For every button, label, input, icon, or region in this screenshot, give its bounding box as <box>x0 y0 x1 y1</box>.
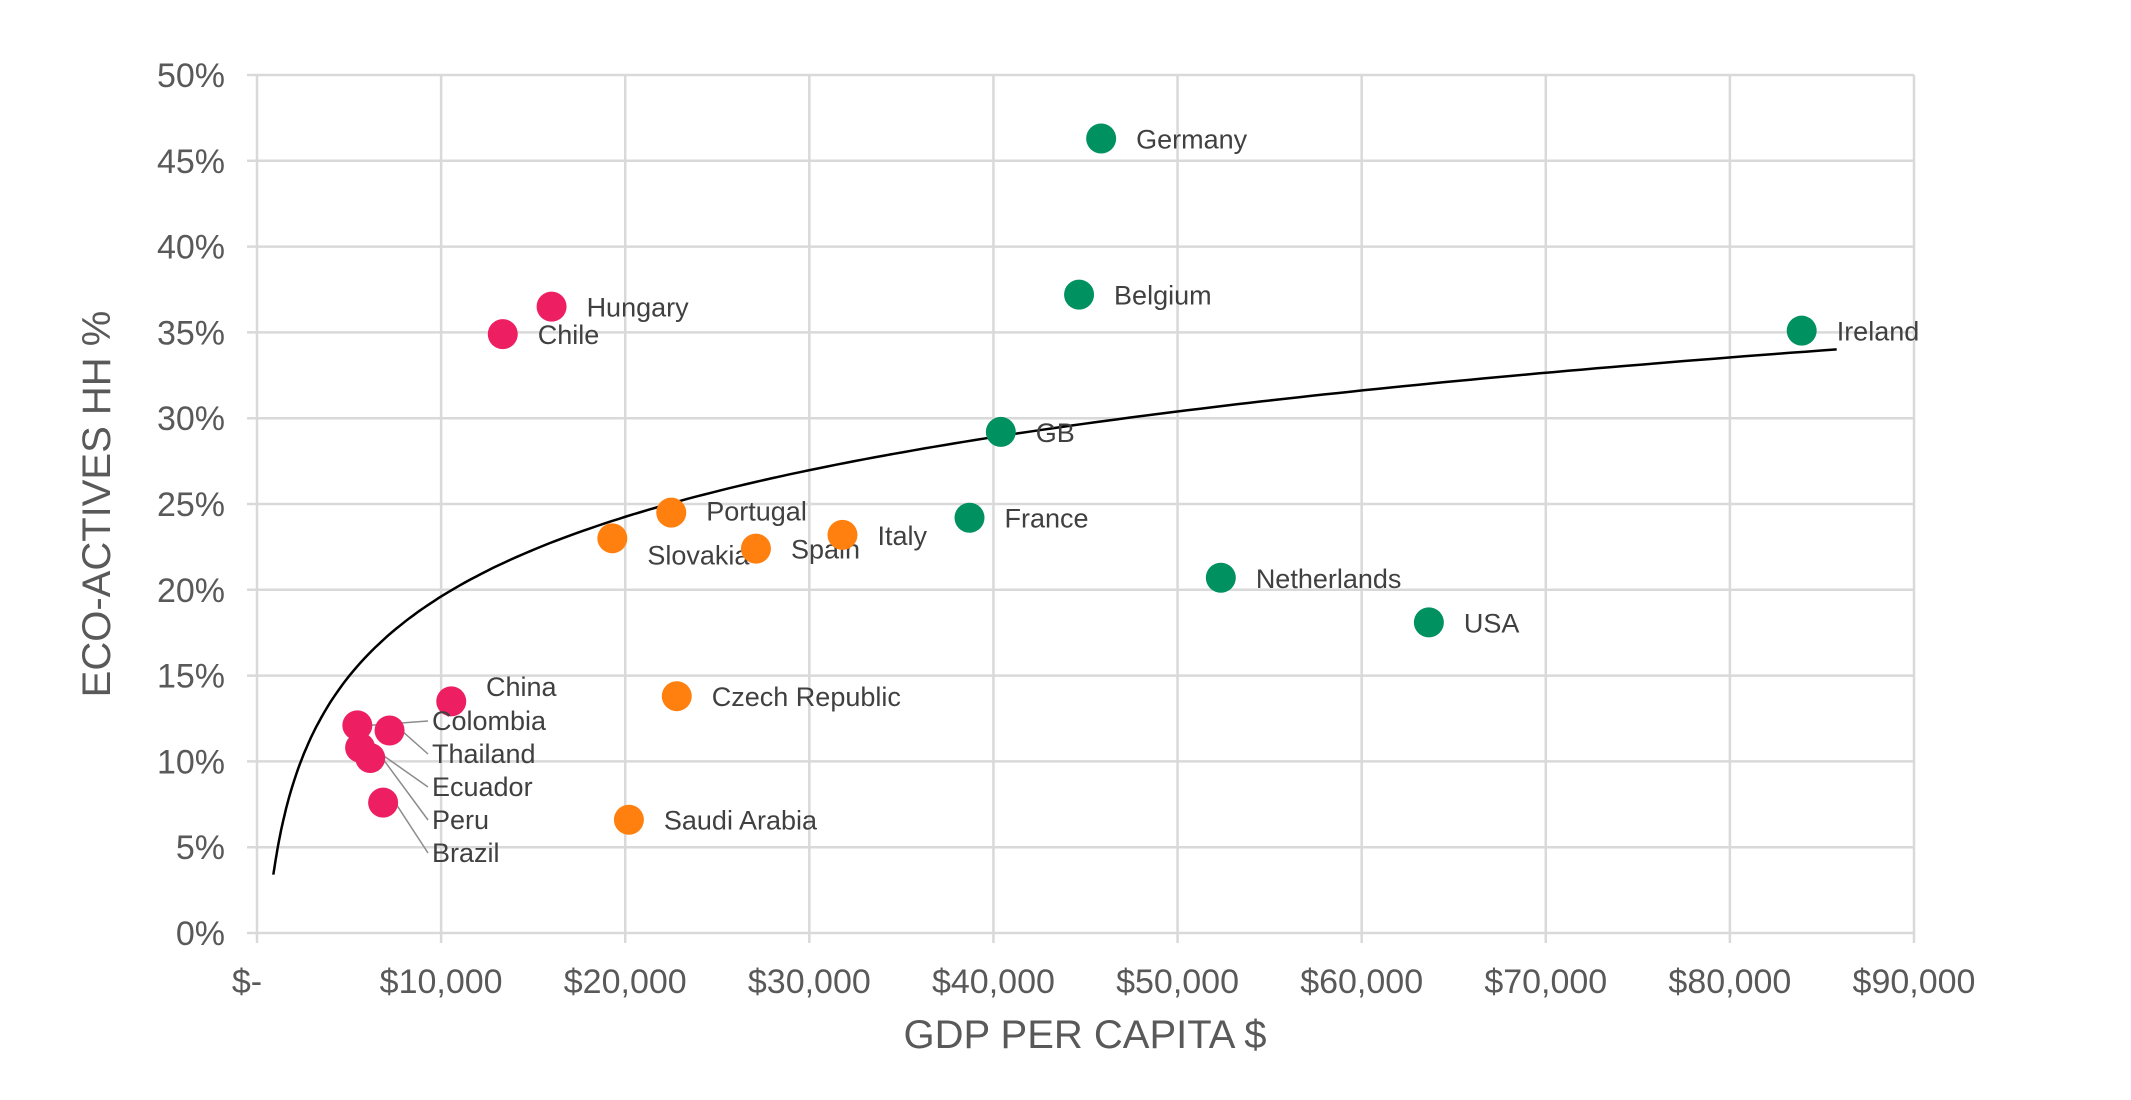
x-tick-label: $- <box>232 963 262 1001</box>
point-label: France <box>1005 504 1089 534</box>
x-axis-title: GDP PER CAPITA $ <box>903 1013 1266 1057</box>
x-tick-label: $10,000 <box>380 963 503 1001</box>
y-tick-label: 25% <box>157 486 225 524</box>
data-point-saudi-arabia: Saudi Arabia <box>613 804 818 836</box>
point-marker <box>985 416 1016 447</box>
x-tick-label: $60,000 <box>1300 963 1423 1001</box>
point-label: Thailand <box>432 739 536 769</box>
point-label: Netherlands <box>1256 564 1402 594</box>
point-marker <box>374 715 405 746</box>
data-point-portugal: Portugal <box>656 497 807 528</box>
point-marker <box>954 502 985 533</box>
x-tick-label: $70,000 <box>1484 963 1607 1001</box>
point-label: Belgium <box>1114 281 1212 311</box>
point-label: China <box>486 672 558 702</box>
data-point-germany: Germany <box>1086 123 1248 154</box>
point-label: USA <box>1464 608 1520 638</box>
y-tick-label: 20% <box>157 572 225 610</box>
point-label: Hungary <box>587 293 690 323</box>
point-marker <box>1086 123 1117 154</box>
data-point-peru: Peru <box>355 742 489 835</box>
y-tick-label: 10% <box>157 743 225 781</box>
point-marker <box>368 787 399 818</box>
point-marker <box>536 291 567 322</box>
point-label: Ecuador <box>432 772 533 802</box>
point-marker <box>827 519 858 550</box>
point-label: Portugal <box>706 497 807 527</box>
data-point-brazil: Brazil <box>368 787 500 868</box>
point-label: Saudi Arabia <box>664 806 818 836</box>
point-marker <box>1413 607 1444 638</box>
data-point-colombia: Colombia <box>342 706 547 741</box>
y-axis-ticks: 0% 5% 10% 15% 20% 25% 30% 35% 40% 45% 50% <box>157 57 225 953</box>
y-axis-title: ECO-ACTIVES HH % <box>75 311 119 698</box>
data-point-czech-republic: Czech Republic <box>661 681 901 712</box>
x-tick-label: $50,000 <box>1116 963 1239 1001</box>
leader-line <box>381 757 429 821</box>
leader-line <box>394 802 429 854</box>
y-tick-label: 40% <box>157 229 225 267</box>
point-marker <box>661 681 692 712</box>
data-point-italy: Italy <box>827 519 927 551</box>
point-label: Ireland <box>1837 317 1920 347</box>
data-point-chile: Chile <box>487 319 600 350</box>
point-label: Colombia <box>432 706 547 736</box>
y-tick-label: 15% <box>157 658 225 696</box>
x-tick-label: $20,000 <box>564 963 687 1001</box>
data-point-slovakia: Slovakia <box>597 523 750 570</box>
point-marker <box>740 533 771 564</box>
data-point-netherlands: Netherlands <box>1205 562 1402 594</box>
point-label: Czech Republic <box>712 682 901 712</box>
x-tick-label: $80,000 <box>1668 963 1791 1001</box>
point-label: Germany <box>1136 124 1248 154</box>
point-label: Peru <box>432 805 489 835</box>
data-points: Germany Belgium Ireland GB France Netherlands… <box>342 123 1919 868</box>
data-point-gb: GB <box>985 416 1075 448</box>
point-marker <box>487 319 518 350</box>
leader-line <box>401 729 429 755</box>
data-point-ireland: Ireland <box>1786 315 1920 347</box>
point-marker <box>1205 562 1236 593</box>
y-tick-label: 50% <box>157 57 225 95</box>
point-marker <box>1786 315 1817 346</box>
y-tick-label: 45% <box>157 143 225 181</box>
data-point-thailand: Thailand <box>374 715 536 769</box>
data-point-belgium: Belgium <box>1064 279 1212 311</box>
point-marker <box>613 804 644 835</box>
point-label: GB <box>1036 418 1075 448</box>
data-point-france: France <box>954 502 1089 534</box>
gridlines <box>247 73 1916 943</box>
y-tick-label: 5% <box>176 829 225 867</box>
y-tick-label: 30% <box>157 400 225 438</box>
data-point-china: China <box>436 672 558 717</box>
point-label: Slovakia <box>647 540 750 570</box>
point-marker <box>656 497 687 528</box>
point-marker <box>355 742 386 773</box>
point-label: Italy <box>877 521 927 551</box>
x-tick-label: $90,000 <box>1853 963 1976 1001</box>
x-tick-label: $40,000 <box>932 963 1055 1001</box>
point-label: Brazil <box>432 838 500 868</box>
point-marker <box>1064 279 1095 310</box>
point-label: Chile <box>538 320 600 350</box>
data-point-hungary: Hungary <box>536 291 690 323</box>
y-tick-label: 0% <box>176 915 225 953</box>
x-axis-ticks: $- $10,000 $20,000 $30,000 $40,000 $50,000 $60… <box>232 963 1976 1001</box>
point-marker <box>342 710 373 741</box>
x-tick-label: $30,000 <box>748 963 871 1001</box>
y-tick-label: 35% <box>157 314 225 352</box>
data-point-usa: USA <box>1413 607 1520 638</box>
point-marker <box>597 523 628 554</box>
point-marker <box>436 686 467 717</box>
